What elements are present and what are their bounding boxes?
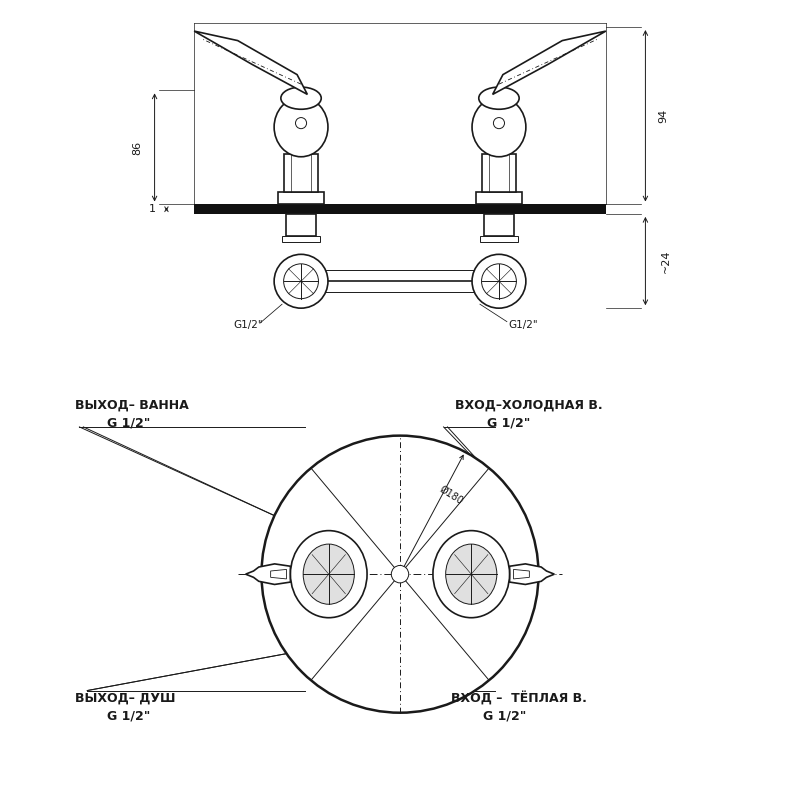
Polygon shape — [510, 564, 554, 585]
Ellipse shape — [281, 87, 322, 110]
Polygon shape — [493, 31, 606, 94]
Text: G 1/2": G 1/2" — [483, 710, 526, 722]
Ellipse shape — [446, 544, 497, 604]
Text: G 1/2": G 1/2" — [107, 417, 150, 430]
Text: ~24: ~24 — [661, 250, 671, 273]
Bar — [194, 205, 606, 214]
Ellipse shape — [433, 530, 510, 618]
Bar — [306, 551, 352, 597]
Circle shape — [274, 254, 328, 308]
Text: 86: 86 — [132, 140, 142, 154]
Bar — [278, 192, 324, 205]
Text: G1/2": G1/2" — [509, 320, 538, 330]
Text: G 1/2": G 1/2" — [487, 417, 530, 430]
Ellipse shape — [290, 530, 367, 618]
Bar — [476, 192, 522, 205]
Ellipse shape — [472, 98, 526, 157]
Text: ВЫХОД– ДУШ: ВЫХОД– ДУШ — [75, 692, 176, 705]
Circle shape — [295, 118, 306, 129]
Bar — [480, 236, 518, 242]
Bar — [285, 154, 318, 192]
Text: 94: 94 — [658, 109, 668, 123]
Circle shape — [472, 254, 526, 308]
Text: ВХОД –  ТЁПЛАЯ В.: ВХОД – ТЁПЛАЯ В. — [451, 691, 587, 706]
Circle shape — [494, 118, 505, 129]
Ellipse shape — [303, 544, 354, 604]
Bar — [482, 154, 515, 192]
Circle shape — [262, 436, 538, 713]
Circle shape — [284, 264, 318, 298]
Text: Ø180: Ø180 — [438, 484, 465, 506]
Text: G 1/2": G 1/2" — [107, 710, 150, 722]
Ellipse shape — [478, 87, 519, 110]
Circle shape — [482, 264, 516, 298]
Ellipse shape — [274, 98, 328, 157]
Polygon shape — [270, 570, 286, 579]
Text: ВЫХОД– ВАННА: ВЫХОД– ВАННА — [75, 399, 189, 412]
Polygon shape — [194, 31, 307, 94]
Bar — [286, 214, 316, 236]
Text: ВХОД–ХОЛОДНАЯ В.: ВХОД–ХОЛОДНАЯ В. — [455, 399, 603, 412]
Text: 1: 1 — [149, 204, 156, 214]
Bar — [282, 236, 320, 242]
Text: G1/2": G1/2" — [234, 320, 263, 330]
Bar — [484, 214, 514, 236]
Circle shape — [391, 566, 409, 583]
Polygon shape — [514, 570, 530, 579]
Bar — [448, 551, 494, 597]
Polygon shape — [246, 564, 290, 585]
